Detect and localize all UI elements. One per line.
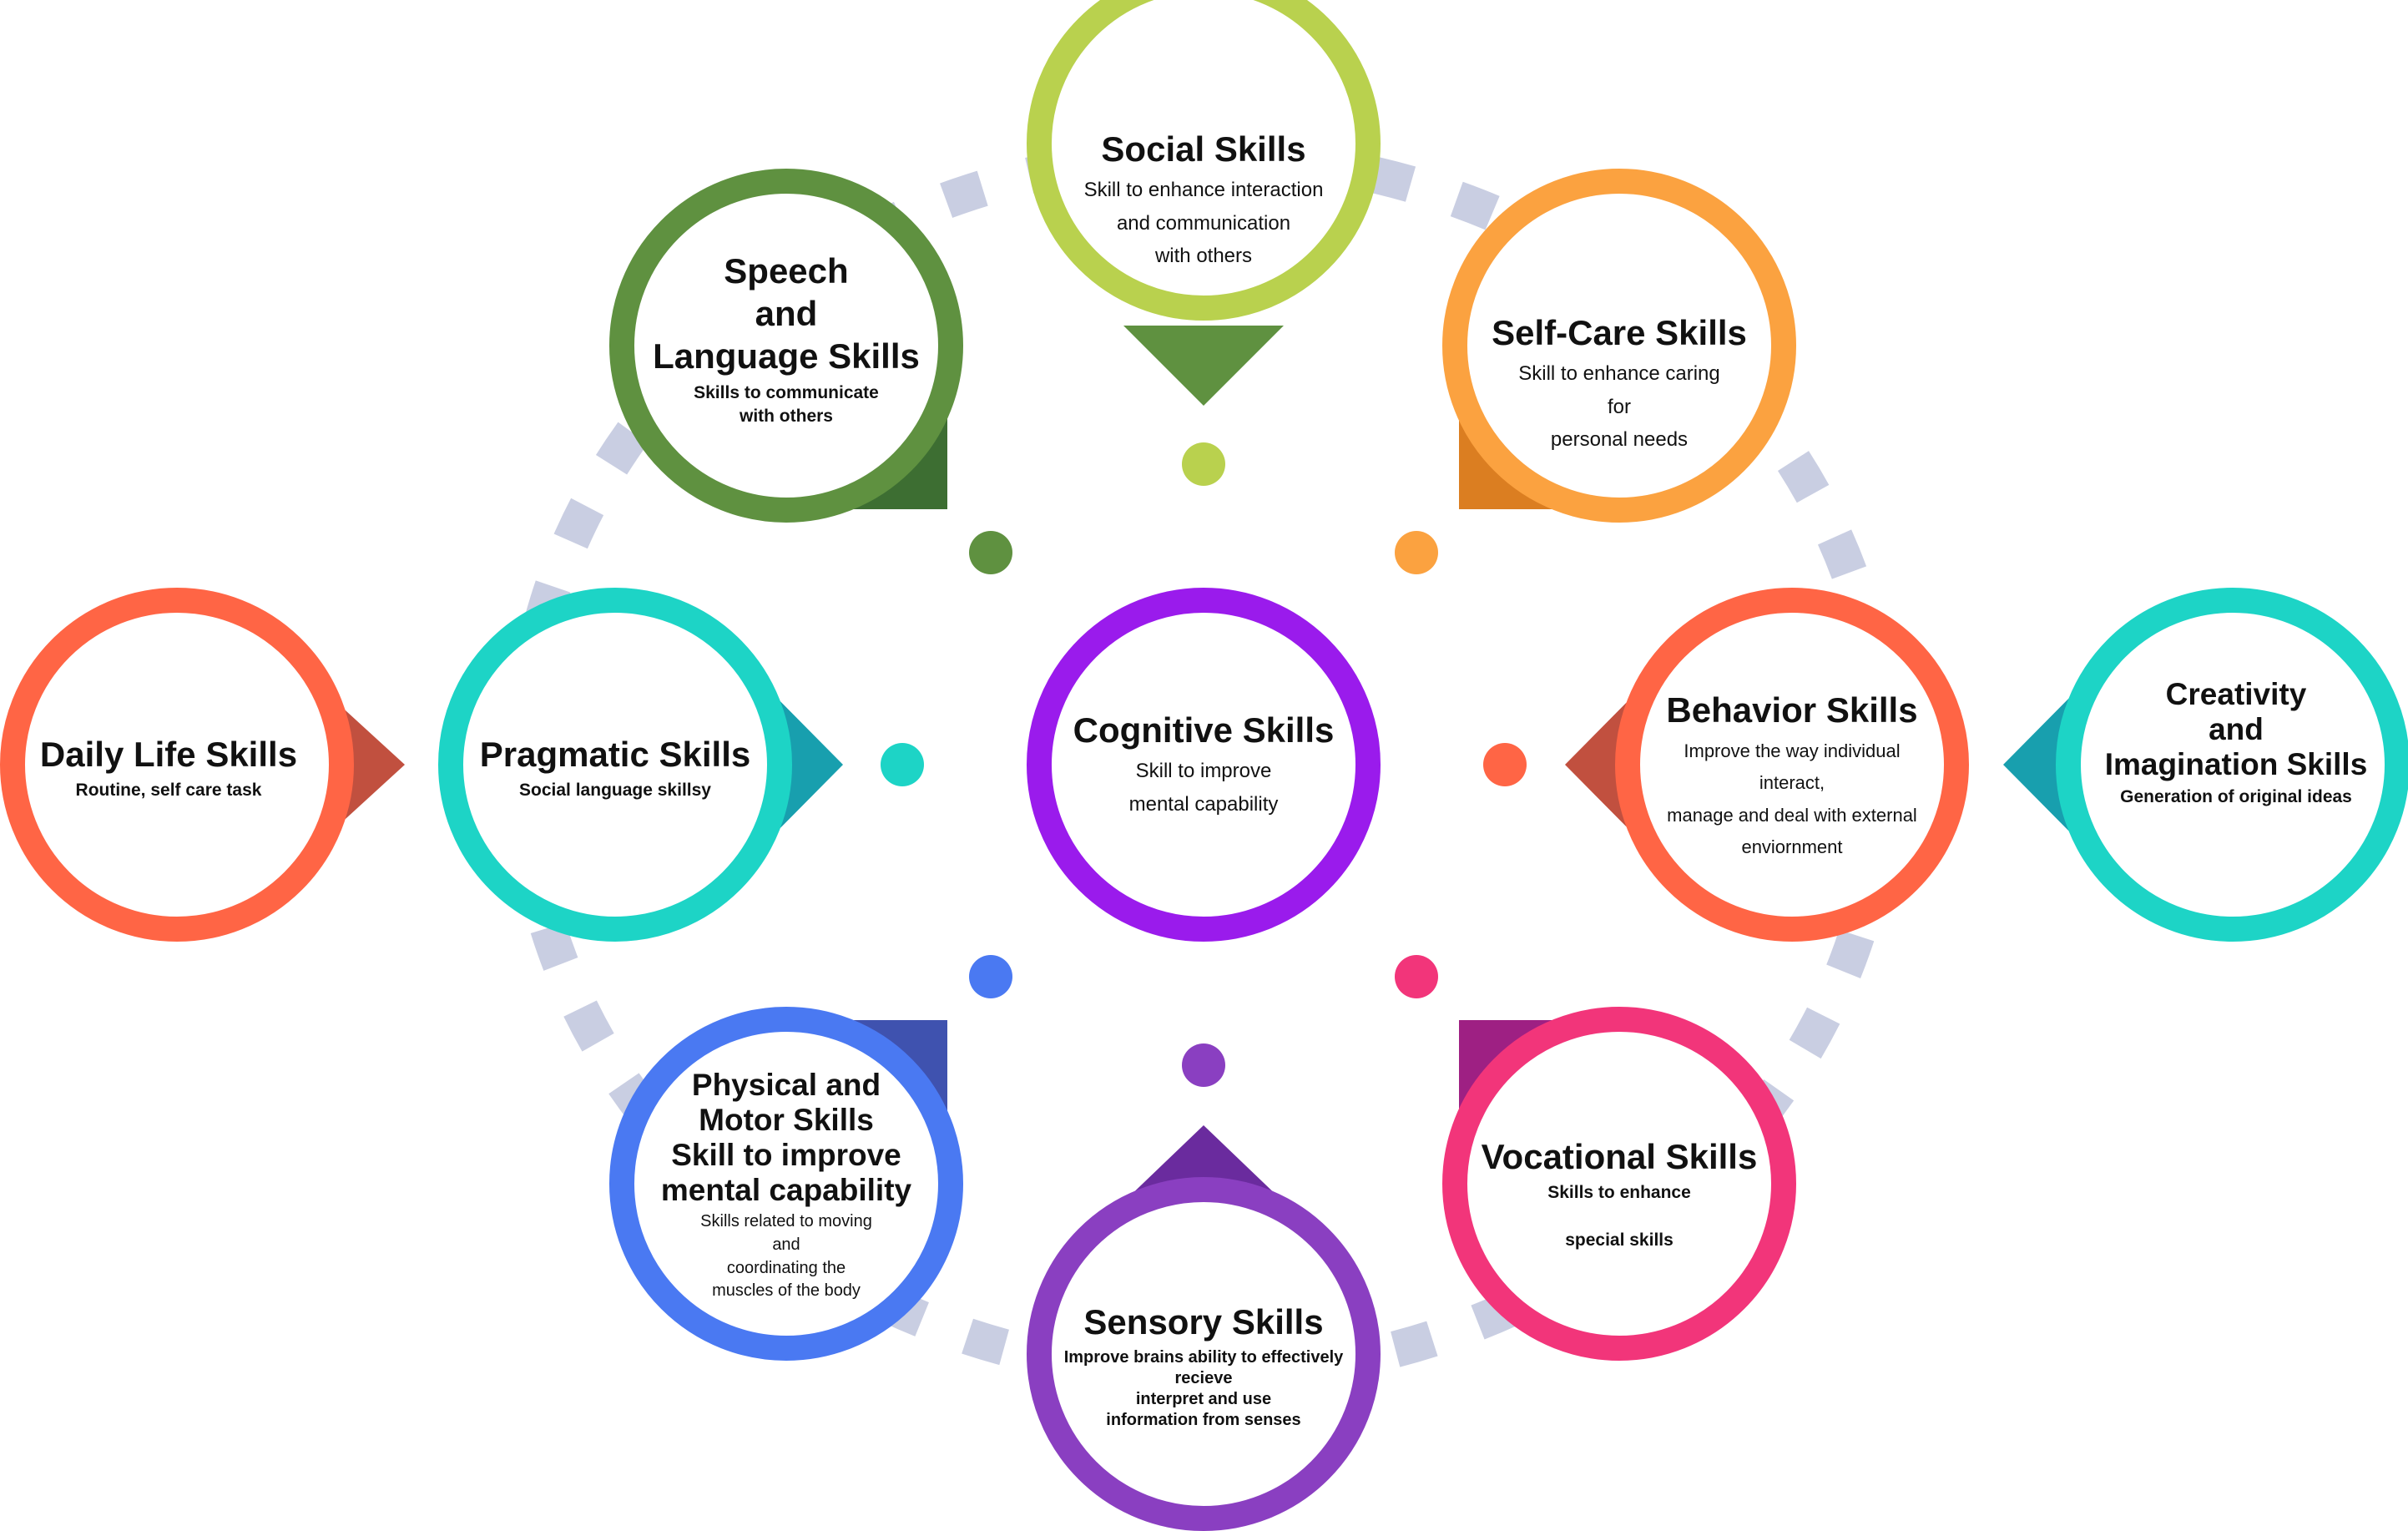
dot-sensory: [1182, 1043, 1225, 1087]
daily-title: Daily Life Skills: [39, 735, 298, 775]
vocational-title: Vocational Skills: [1481, 1136, 1758, 1176]
cognitive-title: Cognitive Skills: [1073, 710, 1335, 750]
dot-behavior: [1483, 743, 1527, 786]
physical-label: Physical and Motor Skills Skill to impro…: [618, 1060, 955, 1311]
dot-vocational: [1395, 955, 1438, 998]
social-label: Social Skills Skill to enhance interacti…: [1002, 125, 1406, 275]
dot-pragmatic: [881, 743, 924, 786]
behavior-label: Behavior Skills Improve the way individu…: [1590, 685, 1994, 868]
cognitive-desc: Skill to improve mental capability: [1128, 760, 1279, 816]
pragmatic-title: Pragmatic Skills: [479, 735, 751, 775]
dot-speech: [969, 531, 1012, 574]
selfcare-title: Self-Care Skills: [1492, 312, 1747, 352]
dot-selfcare: [1395, 531, 1438, 574]
sensory-desc: Improve brains ability to effectively re…: [1063, 1347, 1344, 1429]
daily-desc: Routine, self care task: [75, 781, 262, 801]
behavior-desc: Improve the way individual interact, man…: [1667, 740, 1917, 858]
social-pointer: [1123, 326, 1284, 406]
physical-desc: Skills related to moving and coordinatin…: [700, 1212, 872, 1301]
speech-desc: Skills to communicate with others: [694, 382, 879, 426]
sensory-label: Sensory Skills Improve brains ability to…: [1018, 1299, 1389, 1432]
creativity-desc: Generation of original ideas: [2120, 786, 2352, 806]
selfcare-label: Self-Care Skills Skill to enhance caring…: [1417, 309, 1821, 459]
dot-physical: [969, 955, 1012, 998]
physical-title: Physical and Motor Skills Skill to impro…: [660, 1068, 912, 1207]
social-desc: Skill to enhance interaction and communi…: [1083, 179, 1324, 268]
behavior-title: Behavior Skills: [1666, 690, 1918, 730]
social-title: Social Skills: [1101, 129, 1306, 169]
speech-label: Speech and Language Skills Skills to com…: [618, 247, 955, 431]
pragmatic-desc: Social language skillsy: [519, 781, 711, 801]
dot-social: [1182, 442, 1225, 486]
pragmatic-label: Pragmatic Skills Social language skillsy: [438, 726, 792, 810]
speech-title: Speech and Language Skills: [653, 250, 920, 376]
sensory-title: Sensory Skills: [1083, 1302, 1324, 1342]
vocational-desc: Skills to enhance special skills: [1547, 1183, 1691, 1250]
daily-label: Daily Life Skills Routine, self care tas…: [0, 726, 337, 810]
cognitive-label: Cognitive Skills Skill to improve mental…: [1002, 701, 1406, 828]
vocational-label: Vocational Skills Skills to enhance spec…: [1417, 1135, 1821, 1252]
selfcare-desc: Skill to enhance caring for personal nee…: [1518, 362, 1720, 452]
creativity-title: Creativity and Imagination Skills: [2104, 677, 2368, 781]
creativity-label: Creativity and Imagination Skills Genera…: [2064, 668, 2408, 818]
